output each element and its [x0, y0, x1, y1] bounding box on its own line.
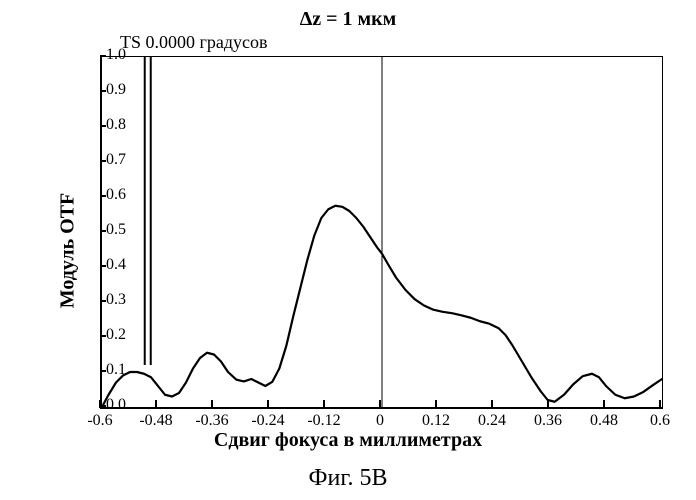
- ts-label: TS 0.0000 градусов: [120, 32, 268, 53]
- y-tick-label: 0.2: [86, 326, 126, 344]
- x-tick: [435, 400, 437, 408]
- y-tick-label: 0.3: [86, 291, 126, 309]
- x-tick: [379, 400, 381, 408]
- x-tick-label: -0.6: [87, 412, 112, 430]
- y-tick-label: 0.7: [86, 151, 126, 169]
- y-tick-label: 0.9: [86, 81, 126, 99]
- x-tick: [99, 400, 101, 408]
- x-tick: [491, 400, 493, 408]
- otf-curve: [102, 57, 662, 407]
- x-tick: [603, 400, 605, 408]
- y-tick-label: 0.6: [86, 186, 126, 204]
- y-tick-label: 0.1: [86, 361, 126, 379]
- x-tick-label: 0.48: [590, 412, 618, 430]
- x-tick: [547, 400, 549, 408]
- x-tick: [267, 400, 269, 408]
- x-tick: [211, 400, 213, 408]
- y-tick-label: 0.5: [86, 221, 126, 239]
- x-tick: [323, 400, 325, 408]
- x-tick-label: -0.12: [307, 412, 340, 430]
- x-tick: [155, 400, 157, 408]
- x-tick-label: 0.24: [478, 412, 506, 430]
- y-tick-label: 1.0: [86, 46, 126, 64]
- plot-area: [100, 56, 663, 409]
- y-tick-label: 0.8: [86, 116, 126, 134]
- x-tick-label: -0.48: [139, 412, 172, 430]
- x-axis-label: Сдвиг фокуса в миллиметрах: [0, 429, 696, 452]
- x-tick-label: -0.24: [251, 412, 284, 430]
- x-tick-label: 0.12: [422, 412, 450, 430]
- x-tick: [659, 400, 661, 408]
- x-tick-label: 0: [376, 412, 384, 430]
- x-tick-label: -0.36: [195, 412, 228, 430]
- x-tick-label: 0.36: [534, 412, 562, 430]
- chart-wrapper: Δz = 1 мкм TS 0.0000 градусов Модуль OTF…: [0, 0, 696, 500]
- x-tick-label: 0.6: [650, 412, 670, 430]
- y-tick-label: 0.4: [86, 256, 126, 274]
- figure-label: Фиг. 5B: [0, 465, 696, 492]
